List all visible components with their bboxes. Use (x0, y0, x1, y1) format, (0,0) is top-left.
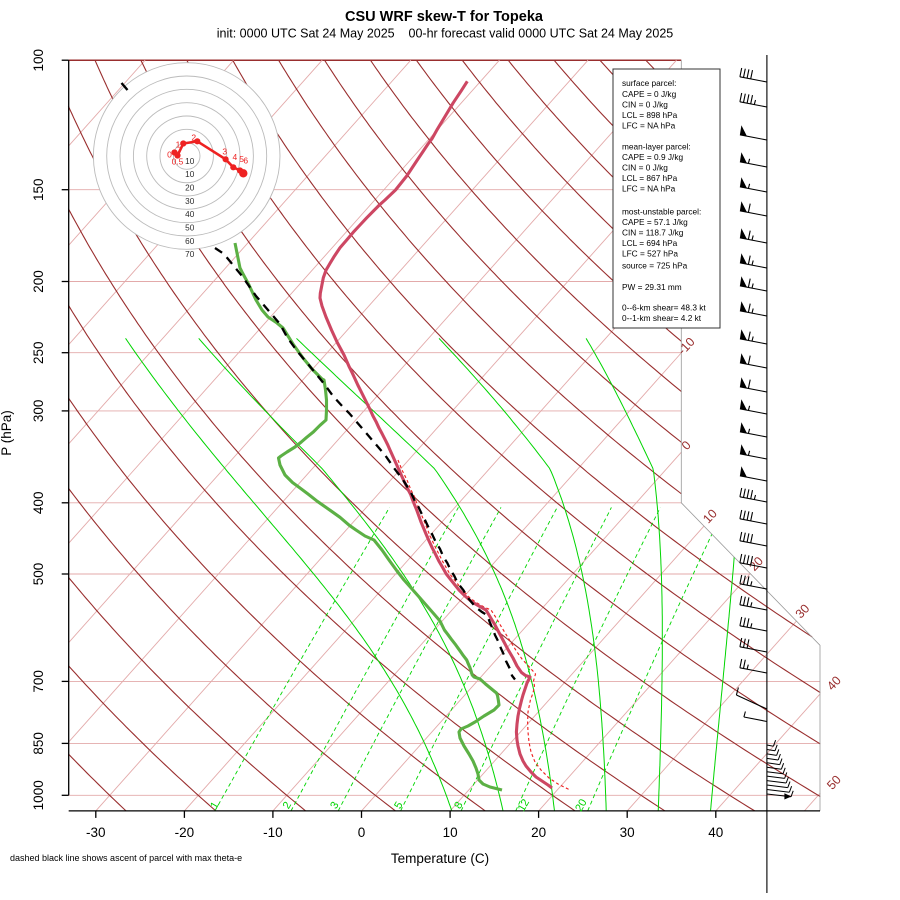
svg-text:source = 725 hPa: source = 725 hPa (622, 261, 688, 271)
svg-text:CIN = 0 J/kg: CIN = 0 J/kg (622, 163, 668, 173)
svg-text:6: 6 (243, 155, 248, 165)
svg-text:CAPE = 57.1 J/kg: CAPE = 57.1 J/kg (622, 217, 688, 227)
svg-text:LFC = 527 hPa: LFC = 527 hPa (622, 249, 678, 259)
svg-text:Temperature (C): Temperature (C) (391, 851, 489, 866)
svg-text:150: 150 (31, 178, 46, 201)
svg-text:5: 5 (239, 154, 244, 164)
svg-text:3: 3 (328, 800, 341, 811)
svg-text:surface parcel:: surface parcel: (622, 78, 676, 88)
svg-text:CAPE = 0 J/kg: CAPE = 0 J/kg (622, 89, 677, 99)
svg-text:20: 20 (185, 184, 195, 193)
svg-text:850: 850 (31, 732, 46, 755)
svg-text:4: 4 (233, 152, 238, 162)
svg-text:CAPE = 0.9 J/kg: CAPE = 0.9 J/kg (622, 152, 683, 162)
svg-text:LCL = 898 hPa: LCL = 898 hPa (622, 110, 678, 120)
svg-text:CSU WRF skew-T for Topeka: CSU WRF skew-T for Topeka (345, 9, 544, 25)
svg-text:500: 500 (31, 563, 46, 586)
svg-text:1000: 1000 (31, 780, 46, 810)
svg-text:0--6-km shear= 48.3 kt: 0--6-km shear= 48.3 kt (622, 303, 706, 313)
svg-text:0: 0 (167, 150, 172, 160)
svg-text:700: 700 (31, 670, 46, 693)
svg-text:10: 10 (185, 170, 195, 179)
svg-text:dashed black line shows ascent: dashed black line shows ascent of parcel… (10, 853, 242, 863)
svg-text:LCL = 867 hPa: LCL = 867 hPa (622, 173, 678, 183)
svg-text:init: 0000 UTC Sat 24 May 2025: init: 0000 UTC Sat 24 May 2025 00-hr for… (217, 27, 674, 41)
svg-text:2: 2 (281, 800, 294, 811)
svg-text:2: 2 (191, 133, 196, 143)
svg-text:30: 30 (620, 825, 635, 840)
svg-text:40: 40 (185, 210, 195, 219)
svg-text:-30: -30 (86, 825, 106, 840)
svg-text:-20: -20 (175, 825, 195, 840)
svg-text:0--1-km shear= 4.2 kt: 0--1-km shear= 4.2 kt (622, 313, 702, 323)
svg-text:0.5: 0.5 (172, 157, 184, 167)
svg-text:40: 40 (708, 825, 723, 840)
svg-text:0: 0 (358, 825, 366, 840)
svg-text:400: 400 (31, 492, 46, 515)
svg-text:12: 12 (516, 797, 533, 814)
svg-text:-10: -10 (263, 825, 283, 840)
svg-text:5: 5 (392, 800, 405, 811)
svg-text:LFC = NA hPa: LFC = NA hPa (622, 184, 676, 194)
svg-text:P (hPa): P (hPa) (0, 410, 14, 456)
svg-text:70: 70 (185, 250, 195, 259)
svg-text:LCL = 694 hPa: LCL = 694 hPa (622, 238, 678, 248)
svg-text:250: 250 (31, 341, 46, 364)
svg-text:CIN = 118.7 J/kg: CIN = 118.7 J/kg (622, 228, 684, 238)
svg-text:60: 60 (185, 237, 195, 246)
svg-text:10: 10 (185, 157, 195, 166)
svg-text:CIN = 0 J/kg: CIN = 0 J/kg (622, 100, 668, 110)
svg-text:3: 3 (222, 146, 227, 156)
svg-text:10: 10 (443, 825, 458, 840)
svg-text:50: 50 (185, 224, 195, 233)
svg-text:1: 1 (176, 139, 181, 149)
svg-text:100: 100 (31, 49, 46, 72)
svg-text:mean-layer parcel:: mean-layer parcel: (622, 142, 691, 152)
svg-text:PW = 29.31 mm: PW = 29.31 mm (622, 282, 682, 292)
svg-text:8: 8 (452, 800, 465, 811)
svg-text:30: 30 (185, 197, 195, 206)
svg-text:300: 300 (31, 400, 46, 423)
svg-text:20: 20 (531, 825, 546, 840)
svg-text:most-unstable parcel:: most-unstable parcel: (622, 207, 701, 217)
svg-text:LFC = NA hPa: LFC = NA hPa (622, 121, 676, 131)
svg-text:20: 20 (573, 797, 590, 814)
svg-text:1: 1 (208, 800, 221, 811)
svg-text:200: 200 (31, 270, 46, 293)
